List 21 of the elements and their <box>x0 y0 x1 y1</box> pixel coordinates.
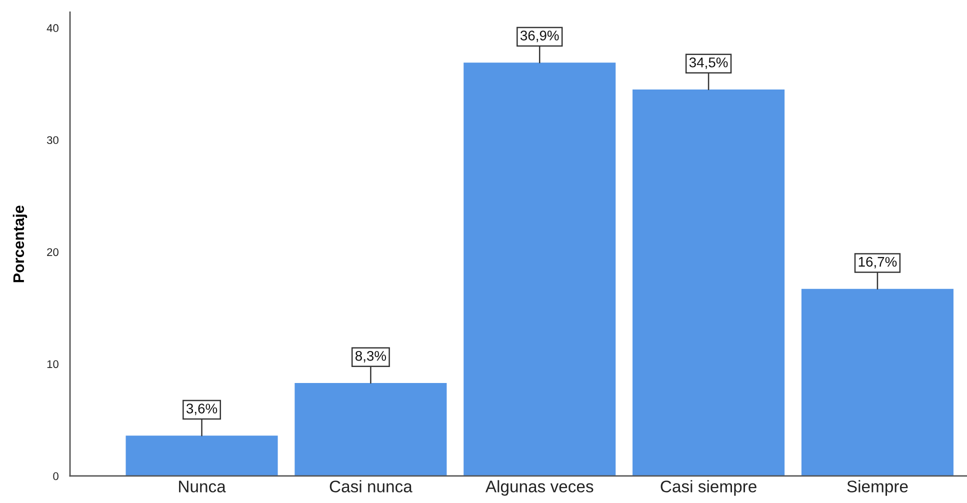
bar <box>801 288 954 476</box>
x-tick-label: Casi nunca <box>330 480 412 492</box>
data-label: 8,3% <box>355 350 386 362</box>
y-tick-label: 20 <box>47 248 58 256</box>
bar <box>632 90 785 476</box>
y-tick-label: 0 <box>53 472 58 480</box>
x-tick-label: Siempre <box>847 480 908 496</box>
data-label: 36,9% <box>520 30 559 42</box>
bar <box>126 436 278 476</box>
bar <box>464 62 616 476</box>
y-axis-title: Porcentaje <box>12 206 28 282</box>
bar <box>294 383 447 476</box>
x-tick-label: Nunca <box>179 480 226 492</box>
y-tick-label: 30 <box>46 136 58 144</box>
x-tick-label: Casi siempre <box>660 480 756 496</box>
data-label: 34,5% <box>689 57 728 69</box>
x-tick-label: Algunas veces <box>485 480 594 496</box>
data-label: 16,7% <box>858 256 897 268</box>
y-tick-label: 10 <box>47 360 58 368</box>
data-label: 3,6% <box>186 404 218 416</box>
y-tick-label: 40 <box>46 24 58 32</box>
